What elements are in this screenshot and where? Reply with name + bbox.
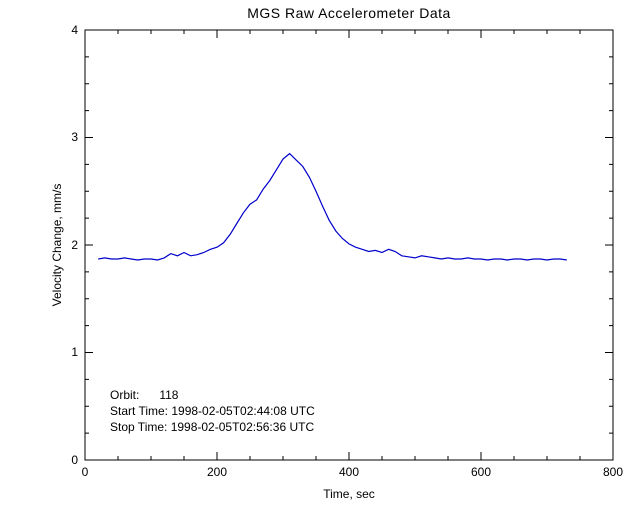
x-tick-label: 400 <box>338 465 360 479</box>
annotation-stop-time: Stop Time: 1998-02-05T02:56:36 UTC <box>110 420 315 434</box>
annotation-start-time: Start Time: 1998-02-05T02:44:08 UTC <box>110 404 315 418</box>
x-tick-label: 0 <box>81 465 89 479</box>
y-tick-label: 2 <box>71 238 78 252</box>
x-tick-label: 600 <box>470 465 492 479</box>
x-axis-label: Time, sec <box>323 487 375 501</box>
x-tick-label: 200 <box>206 465 228 479</box>
y-tick-label: 4 <box>71 23 78 37</box>
chart-title: MGS Raw Accelerometer Data <box>247 5 451 21</box>
y-tick-label: 3 <box>71 130 78 144</box>
y-tick-label: 0 <box>71 453 78 467</box>
y-tick-label: 1 <box>71 345 78 359</box>
x-tick-label: 800 <box>602 465 624 479</box>
annotation-orbit: Orbit: 118 <box>110 388 179 402</box>
data-line-velocity-change <box>98 152 567 261</box>
